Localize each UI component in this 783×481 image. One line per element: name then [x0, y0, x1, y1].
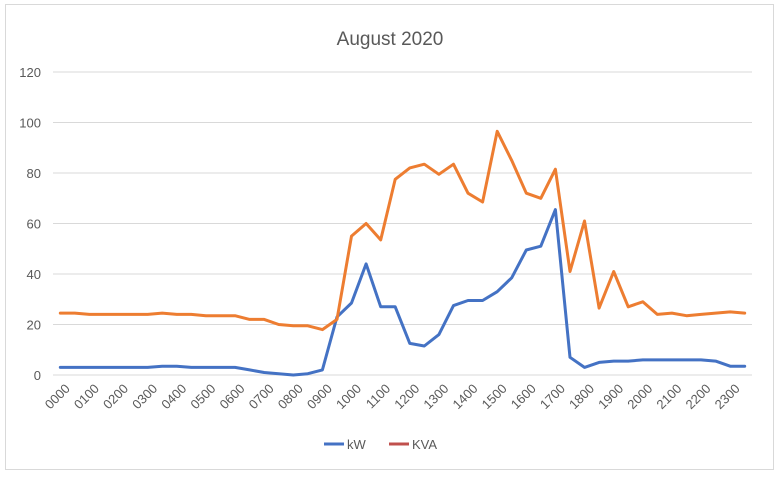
legend-label-kw: kW [347, 437, 367, 452]
series-lines [58, 129, 747, 377]
y-tick-label: 120 [19, 65, 41, 80]
gridlines [53, 71, 752, 376]
x-tick-label: 1900 [595, 381, 626, 412]
line-chart: August 2020 0 20 40 60 80 100 120 000001000200… [19, 29, 752, 452]
x-tick-label: 1400 [450, 381, 481, 412]
x-tick-label: 2100 [653, 381, 684, 412]
x-axis-ticks: 0000010002000300040005000600070008000900… [42, 381, 743, 412]
y-tick-label: 60 [27, 217, 41, 232]
x-tick-label: 0900 [304, 381, 335, 412]
x-tick-label: 0400 [158, 381, 189, 412]
y-tick-label: 20 [27, 318, 41, 333]
y-tick-label: 100 [19, 116, 41, 131]
series-line-kva [58, 129, 747, 332]
x-tick-label: 2200 [683, 381, 714, 412]
chart-frame: August 2020 0 20 40 60 80 100 120 0000 0100 0200… [5, 4, 774, 470]
x-tick-label: 0600 [217, 381, 248, 412]
x-tick-label: 1200 [391, 381, 422, 412]
x-tick-label: 0800 [275, 381, 306, 412]
x-tick-label: 0200 [100, 381, 131, 412]
chart-title: August 2020 [337, 29, 444, 50]
x-tick-label: 0500 [187, 381, 218, 412]
y-tick-label: 80 [27, 166, 41, 181]
x-tick-label: 2300 [712, 381, 743, 412]
x-tick-label: 2000 [624, 381, 655, 412]
x-tick-label: 0300 [129, 381, 160, 412]
x-tick-label: 0100 [71, 381, 102, 412]
x-tick-label: 1700 [537, 381, 568, 412]
series-line-kw [58, 208, 747, 377]
x-tick-label: 0000 [42, 381, 73, 412]
x-tick-label: 1100 [363, 381, 393, 411]
y-axis-ticks: 0 20 40 60 80 100 120 [19, 65, 41, 383]
x-tick-label: 0700 [246, 381, 277, 412]
x-tick-label: 1500 [479, 381, 510, 412]
legend-label-kva: KVA [412, 437, 437, 452]
legend: kW KVA [324, 437, 437, 452]
x-tick-label: 1000 [333, 381, 364, 412]
x-tick-label: 1300 [420, 381, 451, 412]
x-tick-label: 1800 [566, 381, 597, 412]
y-tick-label: 0 [34, 368, 41, 383]
y-tick-label: 40 [27, 267, 41, 282]
x-tick-label: 1600 [508, 381, 539, 412]
